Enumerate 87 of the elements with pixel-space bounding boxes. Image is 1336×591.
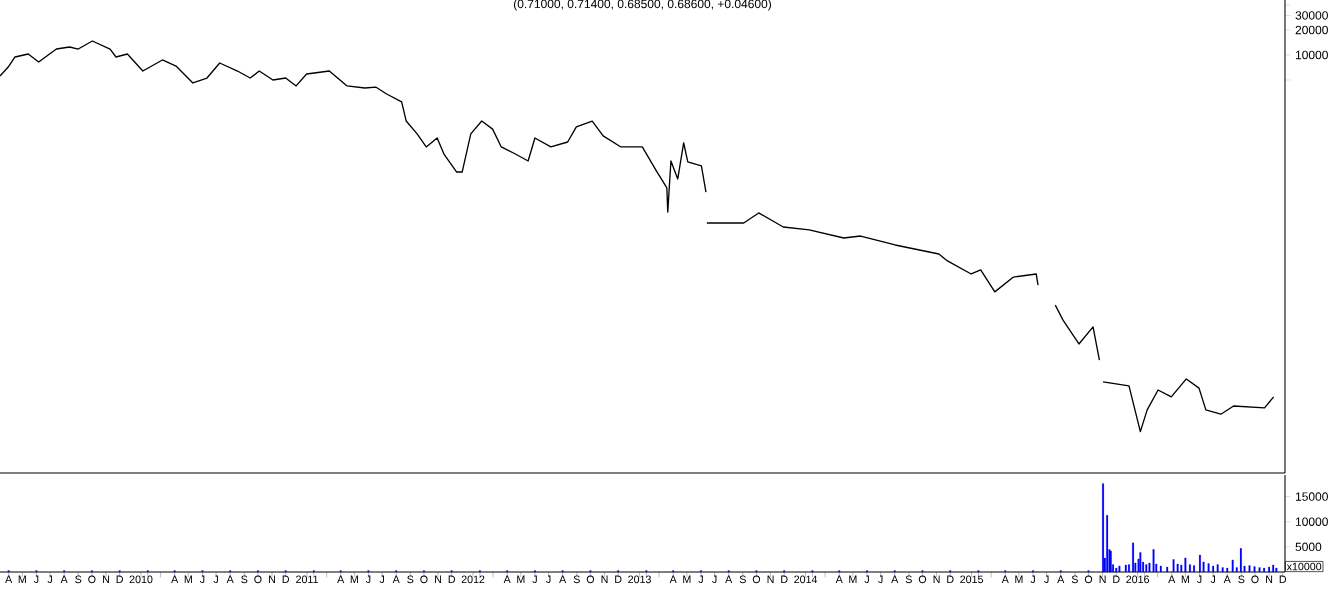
x-tick-label: A	[669, 575, 677, 583]
x-tick-label: A	[725, 575, 733, 583]
x-tick-label: O	[752, 575, 761, 584]
x-tick-label: D	[615, 575, 622, 583]
x-tick-label: D	[1279, 575, 1287, 583]
chart-title: (0.71000, 0.71400, 0.68500, 0.68600, +0.04600)	[513, 0, 772, 11]
x-tick-label: J	[33, 575, 39, 584]
x-tick-label: J	[1030, 575, 1035, 584]
y-tick-label: 10000	[1295, 50, 1328, 60]
x-tick-label: A	[392, 575, 400, 583]
x-tick-label: J	[712, 575, 717, 584]
x-tick-label: A	[1057, 575, 1065, 583]
x-tick-label: N	[1099, 575, 1106, 583]
text: x10000	[1286, 562, 1322, 571]
x-tick-label: N	[1266, 575, 1273, 583]
x-tick-label: J	[213, 575, 218, 584]
x-tick-label: S	[905, 575, 912, 584]
x-tick-label: A	[226, 575, 234, 583]
x-tick-label: A	[60, 575, 68, 583]
x-tick-label: M	[1015, 575, 1023, 583]
x-tick-label: O	[254, 575, 262, 584]
x-tick-label: S	[739, 575, 746, 584]
x-tick-label: 2015	[960, 575, 983, 584]
x-tick-label: J	[864, 575, 869, 584]
x-tick-label: S	[573, 575, 580, 584]
x-tick-label: J	[47, 575, 52, 584]
x-tick-label: J	[546, 575, 551, 584]
x-tick-label: J	[199, 575, 205, 584]
x-tick-label: A	[5, 575, 13, 583]
x-tick-label: M	[683, 575, 691, 583]
x-tick-label: D	[282, 575, 290, 583]
x-tick-label: A	[1168, 575, 1176, 583]
x-tick-label: J	[532, 575, 537, 584]
x-tick-label: J	[1044, 575, 1049, 584]
x-tick-label: N	[933, 575, 940, 583]
x-tick-label: M	[350, 575, 358, 583]
x-tick-label: D	[448, 575, 456, 583]
x-tick-label: S	[407, 575, 414, 584]
x-tick-label: D	[947, 575, 954, 583]
x-tick-label: A	[835, 575, 843, 583]
x-tick-label: 2014	[794, 575, 818, 584]
x-tick-label: A	[171, 575, 179, 583]
x-tick-label: J	[379, 575, 384, 584]
x-tick-label: N	[103, 575, 109, 583]
x-tick-label: J	[1210, 575, 1215, 584]
x-tick-label: 2011	[296, 575, 318, 584]
x-tick-label: O	[586, 575, 595, 584]
x-tick-label: S	[75, 575, 82, 584]
x-tick-label: O	[420, 575, 428, 584]
y-tick-label: 30000	[1295, 11, 1328, 20]
x-tick-label: S	[1071, 575, 1078, 584]
x-tick-label: J	[365, 575, 371, 584]
x-tick-label: A	[337, 575, 345, 583]
x-tick-label: J	[1196, 575, 1202, 584]
x-tick-label: A	[1001, 575, 1009, 583]
y-tick-label: 5000	[1295, 542, 1322, 552]
x-tick-label: N	[601, 575, 608, 583]
x-tick-label: 2016	[1126, 575, 1150, 584]
x-tick-label: M	[849, 575, 857, 583]
x-tick-label: M	[184, 575, 192, 583]
x-tick-label: J	[698, 575, 703, 584]
x-tick-label: N	[767, 575, 774, 583]
x-tick-label: M	[1181, 575, 1189, 583]
x-tick-label: A	[559, 575, 567, 583]
x-tick-label: S	[1238, 575, 1245, 584]
x-tick-label: N	[269, 575, 275, 583]
x-tick-label: O	[918, 575, 927, 584]
x-tick-label: A	[1223, 575, 1231, 583]
y-tick-label: 20000	[1295, 25, 1328, 35]
x-tick-label: M	[517, 575, 525, 583]
x-tick-label: D	[116, 575, 123, 583]
x-tick-label: 2013	[628, 575, 651, 584]
y-tick-label: 10000	[1295, 517, 1328, 526]
x-tick-label: D	[781, 575, 788, 583]
x-tick-label: M	[18, 575, 26, 583]
x-tick-label: O	[1084, 575, 1093, 584]
x-tick-label: J	[878, 575, 883, 584]
x-tick-label: A	[503, 575, 511, 583]
x-tick-label: 2010	[129, 575, 153, 584]
x-tick-label: A	[891, 575, 899, 583]
x-tick-label: S	[241, 575, 248, 584]
y-tick-label: 15000	[1295, 492, 1328, 501]
x-tick-label: 2012	[461, 575, 485, 584]
x-tick-label: N	[435, 575, 442, 583]
x-tick-label: D	[1113, 575, 1120, 583]
x-tick-label: O	[88, 575, 96, 584]
x-tick-label: O	[1251, 575, 1259, 584]
